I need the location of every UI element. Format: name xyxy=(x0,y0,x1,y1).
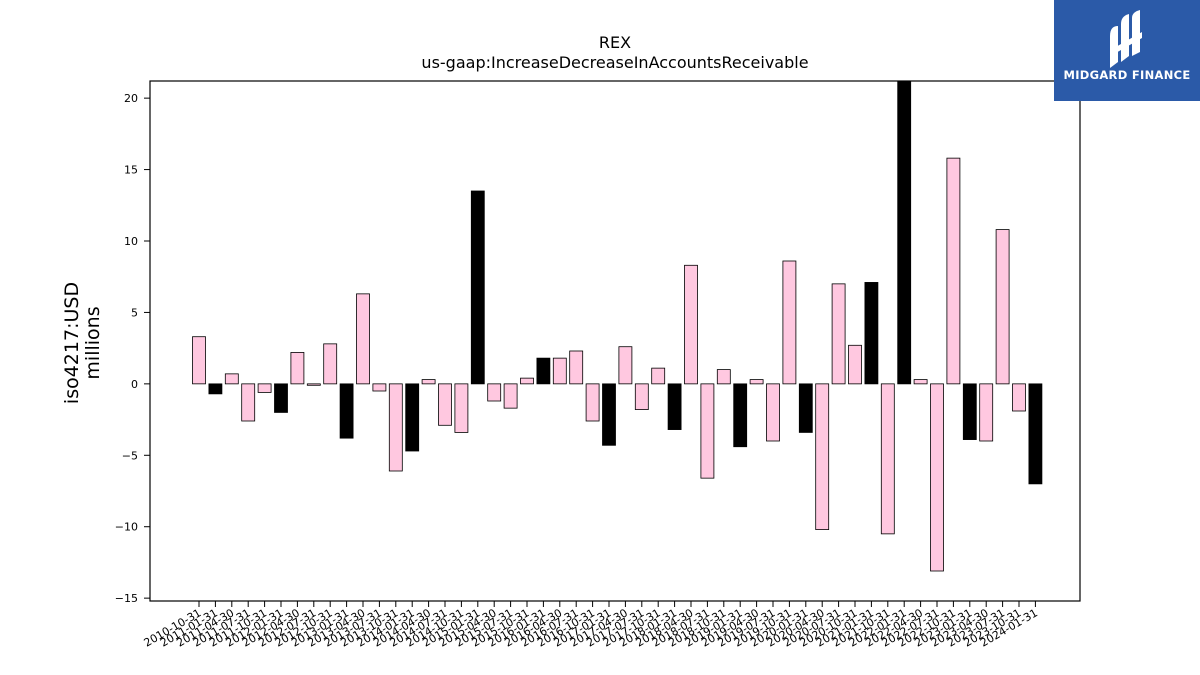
plot-frame xyxy=(149,80,1081,602)
y-tick-label: 15 xyxy=(124,164,138,177)
bar-2018-07-31 xyxy=(700,383,715,479)
bar-2020-01-31 xyxy=(798,383,813,433)
bar-2014-04-30 xyxy=(421,379,436,385)
bar-2010-10-31 xyxy=(192,336,206,385)
bar-2016-01-31 xyxy=(536,357,551,385)
bar-2023-10-31 xyxy=(1012,383,1026,412)
bar-2017-07-31 xyxy=(634,383,649,410)
bar-2018-01-31 xyxy=(667,383,682,430)
bar-2012-01-31 xyxy=(274,383,288,413)
bar-2011-01-31 xyxy=(208,383,223,395)
bar-2013-04-30 xyxy=(356,293,370,385)
bar-2017-04-30 xyxy=(618,346,633,385)
bar-2016-10-31 xyxy=(585,383,600,422)
bar-2014-07-31 xyxy=(438,383,452,426)
bar-2012-04-30 xyxy=(290,352,305,385)
bar-2019-07-31 xyxy=(766,383,780,442)
y-axis-label-line: iso4217:USD xyxy=(61,282,83,404)
bar-2021-10-31 xyxy=(880,383,895,535)
bar-2012-07-31 xyxy=(306,383,321,386)
bar-2021-01-31 xyxy=(864,282,879,385)
bar-2015-10-31 xyxy=(520,377,534,385)
midgard-logo-icon xyxy=(1110,10,1142,68)
bar-2016-07-31 xyxy=(569,350,584,385)
bar-2017-10-31 xyxy=(651,367,666,385)
y-tick-label: 5 xyxy=(131,306,138,319)
chart-subtitle: us-gaap:IncreaseDecreaseInAccountsReceiv… xyxy=(421,53,808,72)
bar-2015-04-30 xyxy=(487,383,502,402)
bar-2014-10-31 xyxy=(454,383,469,433)
bar-2015-07-31 xyxy=(503,383,518,409)
logo-text: MIDGARD FINANCE xyxy=(1063,68,1191,82)
bar-2013-10-31 xyxy=(388,383,403,472)
bar-2016-04-30 xyxy=(552,357,567,385)
bar-2024-01-31 xyxy=(1028,383,1043,485)
bar-2017-01-31 xyxy=(602,383,616,446)
bar-2023-04-30 xyxy=(979,383,994,442)
y-tick-label: 0 xyxy=(131,378,138,391)
bar-2020-04-30 xyxy=(815,383,830,530)
midgard-finance-logo: MIDGARD FINANCE xyxy=(1054,0,1200,101)
bar-2019-01-31 xyxy=(733,383,748,448)
y-tick-label: 10 xyxy=(124,235,138,248)
bar-2019-10-31 xyxy=(782,260,797,385)
y-tick-label: 20 xyxy=(124,92,138,105)
bar-2013-07-31 xyxy=(372,383,387,392)
bar-2019-04-30 xyxy=(749,379,764,385)
bar-2022-10-31 xyxy=(946,157,961,385)
bar-2018-10-31 xyxy=(716,369,731,385)
bar-2013-01-31 xyxy=(339,383,354,439)
bar-2014-01-31 xyxy=(405,383,420,452)
y-axis-label-line: millions xyxy=(82,306,104,379)
chart-title: REX xyxy=(599,33,631,52)
y-axis-label: iso4217:USDmillions xyxy=(61,282,104,404)
bar-2020-07-31 xyxy=(831,283,846,385)
bar-2023-01-31 xyxy=(962,383,977,440)
bar-2011-10-31 xyxy=(257,383,272,393)
bar-2015-01-31 xyxy=(470,190,485,385)
y-tick-label: −15 xyxy=(115,592,138,605)
bars xyxy=(192,80,1043,572)
y-axis: −15 −10 −5 0 5 10 15 20 xyxy=(115,92,150,605)
bar-2011-04-30 xyxy=(224,373,239,385)
x-axis: 2010-10-312011-01-312011-04-302011-07-31… xyxy=(142,601,1040,650)
bar-2011-07-31 xyxy=(241,383,256,422)
bar-2012-10-31 xyxy=(323,343,338,385)
bar-2022-01-31 xyxy=(897,80,912,385)
bar-2018-04-30 xyxy=(684,264,698,385)
bar-2023-07-31 xyxy=(995,229,1010,385)
bar-2020-10-31 xyxy=(848,344,862,385)
bar-2022-04-30 xyxy=(913,379,928,385)
y-tick-label: −5 xyxy=(122,449,138,462)
bar-2022-07-31 xyxy=(930,383,944,572)
y-tick-label: −10 xyxy=(115,521,138,534)
